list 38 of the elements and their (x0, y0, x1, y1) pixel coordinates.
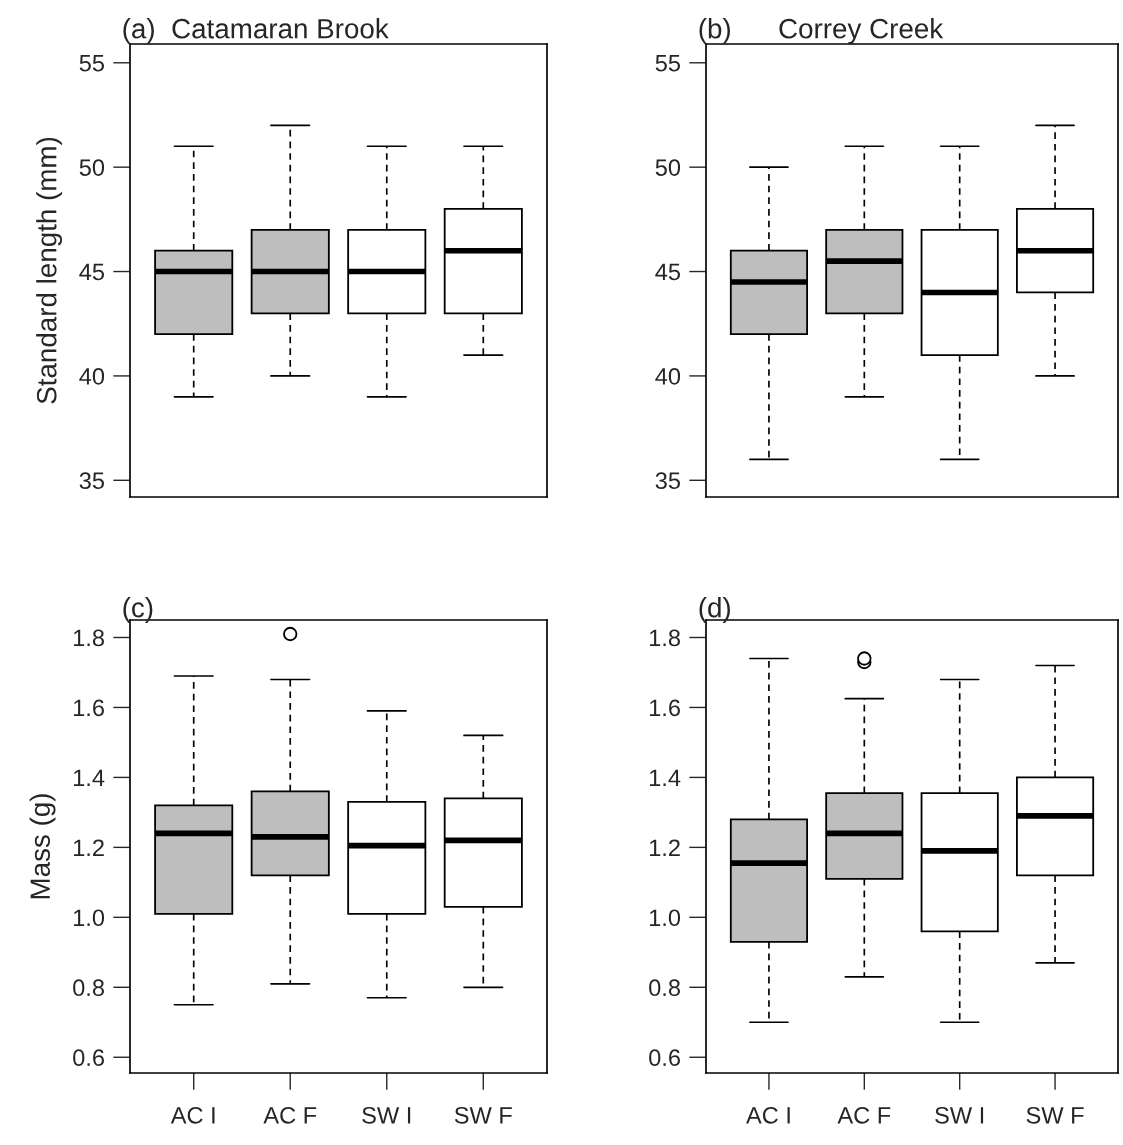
chart-title: (b) Correy Creek (699, 18, 944, 44)
y-tick-label: 35 (79, 472, 105, 490)
y-tick-label: 55 (655, 55, 681, 72)
x-tick-label: AC F (263, 1106, 317, 1124)
x-tick-label: SW F (454, 1106, 512, 1124)
y-tick-label: 0.8 (649, 979, 680, 997)
y-tick-label: 50 (655, 159, 681, 176)
y-tick-label: 1.6 (73, 699, 104, 717)
chart-title: (d) (699, 597, 730, 623)
y-tick-label: 1.4 (649, 769, 681, 786)
y-tick-label: 1.4 (73, 769, 105, 786)
x-tick-label: AC F (837, 1106, 891, 1124)
y-tick-label: 0.6 (73, 1049, 104, 1067)
y-tick-label: 45 (79, 263, 105, 281)
y-tick-label: 1.8 (73, 629, 104, 647)
y-tick-label: 1.2 (649, 839, 680, 856)
chart-title: (a) Catamaran Brook (123, 18, 389, 44)
y-tick-label: 0.8 (73, 979, 104, 997)
y-tick-label: 40 (79, 367, 105, 385)
y-tick-label: 35 (655, 472, 681, 490)
y-tick-label: 1.2 (73, 839, 104, 856)
y-tick-label: 1.6 (649, 699, 680, 717)
y-axis-title: Mass (g) (29, 794, 56, 899)
y-tick-label: 50 (79, 159, 105, 176)
y-tick-label: 45 (655, 263, 681, 281)
x-tick-label: AC I (746, 1106, 790, 1124)
y-axis-title: Standard length (mm) (36, 137, 63, 404)
y-tick-label: 40 (655, 367, 681, 385)
x-tick-label: SW F (1026, 1106, 1084, 1124)
y-tick-label: 1.8 (649, 629, 680, 647)
y-tick-label: 1.0 (649, 909, 681, 927)
chart-title: (c) (123, 597, 153, 623)
y-tick-label: 0.6 (649, 1049, 680, 1067)
y-tick-label: 55 (79, 55, 105, 72)
x-tick-label: SW I (935, 1106, 984, 1124)
y-tick-label: 1.0 (73, 909, 105, 927)
x-tick-label: SW I (362, 1106, 411, 1124)
x-tick-label: AC I (170, 1106, 215, 1124)
